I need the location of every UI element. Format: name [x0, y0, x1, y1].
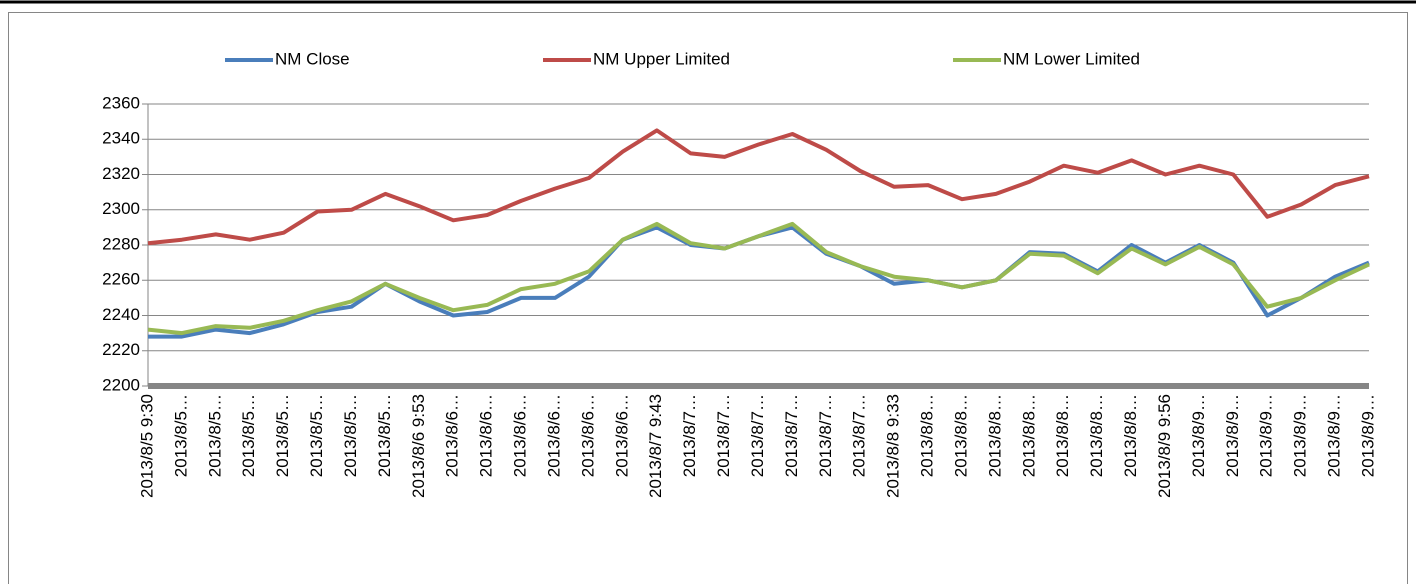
- x-tick-label: 2013/8/7…: [714, 394, 733, 477]
- y-tick-label: 2220: [102, 340, 140, 359]
- x-tick-label: 2013/8/8…: [1019, 394, 1038, 477]
- x-tick-label: 2013/8/7…: [748, 394, 767, 477]
- x-tick-label: 2013/8/9…: [1223, 394, 1242, 477]
- x-tick-label: 2013/8/6…: [544, 394, 563, 477]
- x-tick-label: 2013/8/8…: [1053, 394, 1072, 477]
- legend-label: NM Upper Limited: [593, 49, 730, 68]
- x-tick-label: 2013/8/9…: [1358, 394, 1377, 477]
- x-tick-label: 2013/8/7…: [850, 394, 869, 477]
- x-tick-label: 2013/8/8…: [951, 394, 970, 477]
- x-tick-label: 2013/8/8…: [985, 394, 1004, 477]
- x-tick-label: 2013/8/5 9:30: [137, 394, 156, 498]
- x-tick-label: 2013/8/9…: [1291, 394, 1310, 477]
- x-tick-label: 2013/8/5…: [375, 394, 394, 477]
- y-tick-label: 2260: [102, 270, 140, 289]
- x-tick-label: 2013/8/6…: [511, 394, 530, 477]
- x-tick-label: 2013/8/8…: [1087, 394, 1106, 477]
- x-tick-label: 2013/8/8 9:33: [884, 394, 903, 498]
- x-tick-label: 2013/8/9…: [1189, 394, 1208, 477]
- x-tick-label: 2013/8/8…: [918, 394, 937, 477]
- x-tick-label: 2013/8/6…: [612, 394, 631, 477]
- x-tick-label: 2013/8/5…: [307, 394, 326, 477]
- x-tick-label: 2013/8/5…: [205, 394, 224, 477]
- series-line: [147, 128, 1370, 246]
- x-tick-label: 2013/8/8…: [1121, 394, 1140, 477]
- x-tick-label: 2013/8/6…: [477, 394, 496, 477]
- y-tick-label: 2320: [102, 164, 140, 183]
- x-tick-label: 2013/8/5…: [239, 394, 258, 477]
- y-tick-label: 2240: [102, 305, 140, 324]
- series-line: [147, 221, 1370, 336]
- x-tick-label: 2013/8/7…: [816, 394, 835, 477]
- x-tick-label: 2013/8/7…: [680, 394, 699, 477]
- y-tick-label: 2200: [102, 375, 140, 394]
- y-tick-label: 2300: [102, 199, 140, 218]
- y-tick-label: 2340: [102, 129, 140, 148]
- x-tick-label: 2013/8/5…: [341, 394, 360, 477]
- legend-label: NM Lower Limited: [1003, 49, 1140, 68]
- x-tick-label: 2013/8/9…: [1257, 394, 1276, 477]
- x-tick-label: 2013/8/5…: [171, 394, 190, 477]
- x-tick-label: 2013/8/7…: [782, 394, 801, 477]
- x-tick-label: 2013/8/6…: [443, 394, 462, 477]
- x-tick-label: 2013/8/5…: [273, 394, 292, 477]
- x-tick-label: 2013/8/9…: [1325, 394, 1344, 477]
- legend-label: NM Close: [275, 49, 350, 68]
- y-tick-label: 2280: [102, 234, 140, 253]
- y-tick-label: 2360: [102, 93, 140, 112]
- x-tick-label: 2013/8/6…: [578, 394, 597, 477]
- x-tick-label: 2013/8/7 9:43: [646, 394, 665, 498]
- x-tick-label: 2013/8/6 9:53: [409, 394, 428, 498]
- x-tick-label: 2013/8/9 9:56: [1155, 394, 1174, 498]
- chart-frame: [8, 12, 1408, 584]
